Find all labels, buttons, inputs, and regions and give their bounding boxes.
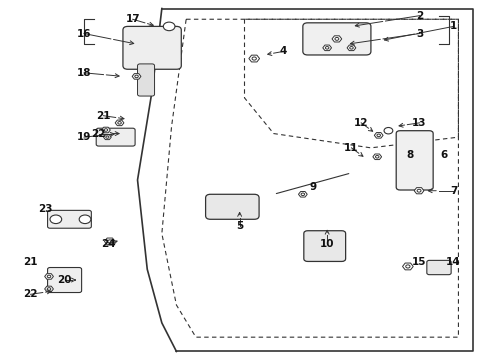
Polygon shape bbox=[44, 286, 53, 292]
Text: 9: 9 bbox=[308, 182, 315, 192]
Polygon shape bbox=[103, 135, 111, 140]
Polygon shape bbox=[298, 192, 306, 197]
Text: 10: 10 bbox=[319, 239, 334, 249]
Polygon shape bbox=[248, 55, 259, 62]
FancyBboxPatch shape bbox=[47, 267, 81, 293]
Polygon shape bbox=[346, 45, 355, 51]
FancyBboxPatch shape bbox=[395, 131, 432, 190]
Text: 24: 24 bbox=[101, 239, 116, 249]
Circle shape bbox=[135, 75, 138, 78]
FancyBboxPatch shape bbox=[47, 210, 91, 228]
Circle shape bbox=[105, 136, 109, 138]
Polygon shape bbox=[413, 188, 423, 194]
Text: 13: 13 bbox=[411, 118, 426, 128]
Text: 3: 3 bbox=[415, 28, 422, 39]
Circle shape bbox=[163, 22, 175, 31]
Text: 23: 23 bbox=[38, 203, 52, 213]
Circle shape bbox=[383, 127, 392, 134]
Polygon shape bbox=[402, 263, 412, 270]
Polygon shape bbox=[102, 127, 110, 133]
Text: 12: 12 bbox=[353, 118, 367, 128]
Text: 4: 4 bbox=[279, 46, 286, 57]
FancyBboxPatch shape bbox=[122, 26, 181, 69]
Polygon shape bbox=[132, 74, 141, 79]
Circle shape bbox=[50, 215, 61, 224]
Circle shape bbox=[47, 275, 51, 278]
Text: 22: 22 bbox=[23, 289, 38, 299]
Polygon shape bbox=[373, 132, 382, 138]
Text: 6: 6 bbox=[439, 150, 447, 160]
Text: 15: 15 bbox=[411, 257, 426, 267]
FancyBboxPatch shape bbox=[137, 64, 154, 96]
Text: 2: 2 bbox=[415, 11, 422, 21]
Circle shape bbox=[107, 240, 112, 243]
Circle shape bbox=[416, 189, 420, 192]
Polygon shape bbox=[104, 238, 115, 245]
Text: 5: 5 bbox=[236, 221, 243, 231]
Text: 18: 18 bbox=[77, 68, 91, 78]
Text: 21: 21 bbox=[23, 257, 38, 267]
Polygon shape bbox=[44, 274, 53, 279]
Circle shape bbox=[375, 156, 378, 158]
Polygon shape bbox=[331, 36, 341, 42]
Circle shape bbox=[79, 215, 91, 224]
FancyBboxPatch shape bbox=[303, 231, 345, 261]
Circle shape bbox=[334, 37, 338, 40]
Circle shape bbox=[104, 129, 107, 131]
Circle shape bbox=[349, 46, 352, 49]
FancyBboxPatch shape bbox=[426, 260, 450, 275]
Circle shape bbox=[47, 288, 51, 290]
Text: 14: 14 bbox=[446, 257, 460, 267]
Text: 22: 22 bbox=[91, 129, 106, 139]
FancyBboxPatch shape bbox=[96, 128, 135, 146]
Circle shape bbox=[376, 134, 380, 137]
FancyBboxPatch shape bbox=[302, 23, 370, 55]
Text: 19: 19 bbox=[77, 132, 91, 142]
Text: 17: 17 bbox=[125, 14, 140, 24]
Polygon shape bbox=[115, 120, 123, 126]
Text: 8: 8 bbox=[406, 150, 412, 160]
Text: 21: 21 bbox=[96, 111, 110, 121]
FancyBboxPatch shape bbox=[205, 194, 259, 219]
Circle shape bbox=[252, 57, 256, 60]
Circle shape bbox=[118, 122, 121, 124]
Circle shape bbox=[325, 46, 328, 49]
Text: 7: 7 bbox=[449, 186, 456, 196]
Text: 20: 20 bbox=[57, 275, 72, 285]
Text: 11: 11 bbox=[344, 143, 358, 153]
Polygon shape bbox=[322, 45, 331, 51]
Circle shape bbox=[301, 193, 304, 195]
Polygon shape bbox=[372, 154, 381, 159]
Circle shape bbox=[405, 265, 409, 268]
Text: 1: 1 bbox=[449, 21, 456, 31]
Text: 16: 16 bbox=[77, 28, 91, 39]
